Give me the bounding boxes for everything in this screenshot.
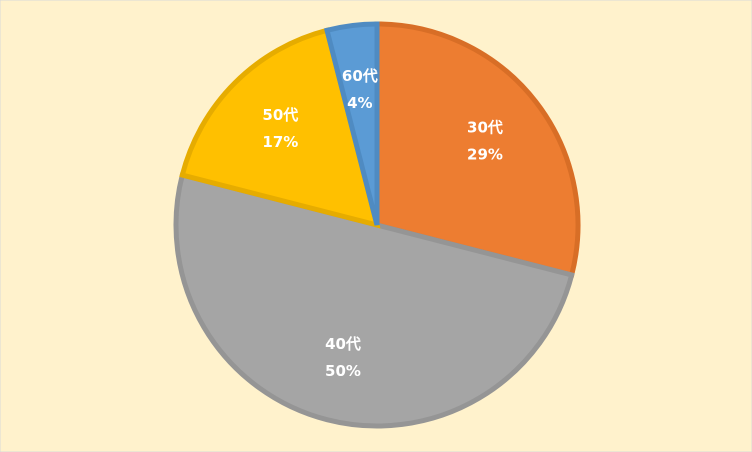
slice-category-label: 40代 bbox=[325, 335, 361, 353]
pie-slice bbox=[179, 27, 381, 229]
slice-value-label: 17% bbox=[262, 133, 298, 151]
pie-slice bbox=[323, 21, 380, 226]
slice-category-label: 60代 bbox=[342, 67, 378, 85]
pie-slice bbox=[374, 21, 581, 279]
pie-slice bbox=[173, 171, 575, 429]
slice-value-label: 29% bbox=[467, 146, 503, 164]
slice-value-label: 4% bbox=[347, 94, 372, 112]
slice-category-label: 50代 bbox=[262, 106, 298, 124]
slice-value-label: 50% bbox=[325, 362, 361, 380]
slice-category-label: 30代 bbox=[467, 119, 503, 137]
